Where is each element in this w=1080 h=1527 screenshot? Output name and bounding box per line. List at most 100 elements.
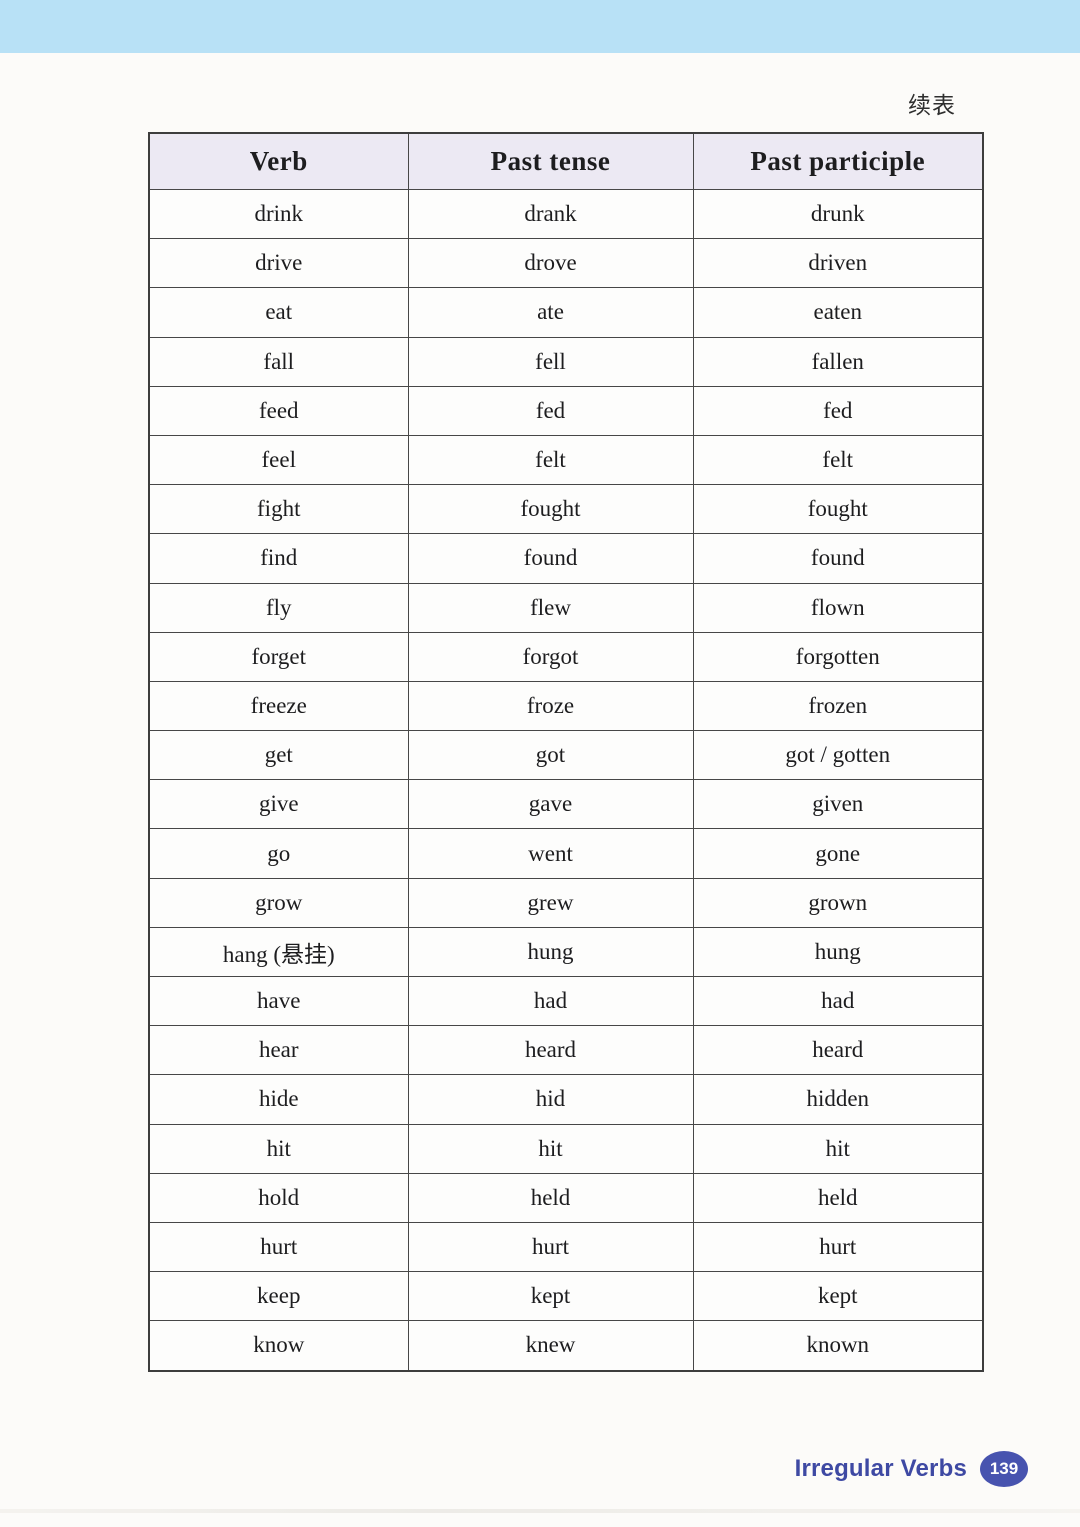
table-cell: found: [407, 533, 694, 584]
table-cell: got / gotten: [692, 730, 984, 781]
footer-title: Irregular Verbs: [794, 1455, 967, 1482]
table-row: hang (悬挂) hung hung: [148, 926, 984, 978]
table-cell: driven: [692, 238, 984, 289]
table-cell: hit: [692, 1123, 984, 1174]
irregular-verbs-table: Verb Past tense Past participle drink dra…: [148, 132, 984, 1372]
table-row: feel felt felt: [148, 434, 984, 486]
table-cell: drank: [407, 188, 694, 240]
table-cell: forget: [148, 631, 409, 682]
table-row: hold held held: [148, 1172, 984, 1223]
table-cell: frozen: [692, 680, 984, 732]
column-header-past-participle: Past participle: [692, 132, 984, 190]
table-cell: drunk: [692, 188, 984, 240]
table-row: forget forgot forgotten: [148, 631, 984, 682]
column-header-verb: Verb: [148, 132, 409, 190]
table-row: go went gone: [148, 828, 984, 879]
table-row: get got got / gotten: [148, 730, 984, 781]
table-row: fall fell fallen: [148, 336, 984, 387]
table-cell: ate: [407, 287, 694, 338]
table-row: know knew known: [148, 1320, 984, 1371]
table-cell: eat: [148, 287, 409, 338]
table-cell: keep: [148, 1271, 409, 1322]
table-cell: froze: [407, 680, 694, 732]
page-bottom-edge: [0, 1509, 1080, 1513]
table-cell: got: [407, 730, 694, 781]
table-row: hear heard heard: [148, 1025, 984, 1076]
table-row: drive drove driven: [148, 238, 984, 289]
table-cell: found: [692, 533, 984, 584]
table-cell: kept: [692, 1271, 984, 1322]
table-cell: feed: [148, 385, 409, 436]
table-cell: fell: [407, 336, 694, 387]
table-cell: gone: [692, 828, 984, 879]
table-cell: hung: [407, 926, 694, 978]
table-cell: felt: [692, 434, 984, 486]
table-cell: get: [148, 730, 409, 781]
table-cell: knew: [407, 1320, 694, 1371]
table-cell: grow: [148, 877, 409, 928]
footer: Irregular Verbs 139: [795, 1451, 1028, 1487]
table-row: hurt hurt hurt: [148, 1221, 984, 1273]
table-cell: fought: [692, 484, 984, 535]
table-cell: have: [148, 975, 409, 1027]
table-cell: hurt: [692, 1221, 984, 1273]
table-cell: hit: [148, 1123, 409, 1174]
table-cell: fly: [148, 582, 409, 633]
table-cell: held: [692, 1172, 984, 1223]
table-cell: had: [407, 975, 694, 1027]
table-cell: heard: [407, 1025, 694, 1076]
table-cell: hit: [407, 1123, 694, 1174]
table-cell: feel: [148, 434, 409, 486]
table-cell: fought: [407, 484, 694, 535]
table-cell: hurt: [407, 1221, 694, 1273]
column-header-past-tense: Past tense: [407, 132, 694, 190]
table-cell: heard: [692, 1025, 984, 1076]
table-row: hit hit hit: [148, 1123, 984, 1174]
table-cell: give: [148, 779, 409, 830]
table-cell: hidden: [692, 1074, 984, 1125]
table-row: feed fed fed: [148, 385, 984, 436]
table-cell: hurt: [148, 1221, 409, 1273]
table-cell: fed: [692, 385, 984, 436]
table-row: freeze froze frozen: [148, 680, 984, 732]
table-header: Verb Past tense Past participle: [148, 132, 984, 190]
table-body: drink drank drunk drive drove driven eat ate eat…: [148, 188, 984, 1371]
table-cell: went: [407, 828, 694, 879]
table-cell: held: [407, 1172, 694, 1223]
table-cell: hold: [148, 1172, 409, 1223]
table-cell: eaten: [692, 287, 984, 338]
table-cell: had: [692, 975, 984, 1027]
table-cell: go: [148, 828, 409, 879]
table-cell: fight: [148, 484, 409, 535]
table-cell: felt: [407, 434, 694, 486]
table-cell: hang (悬挂): [148, 926, 409, 978]
table-cell: kept: [407, 1271, 694, 1322]
table-row: grow grew grown: [148, 877, 984, 928]
table-cell: know: [148, 1320, 409, 1371]
table-cell: drink: [148, 188, 409, 240]
continued-table-label: 续表: [908, 92, 956, 118]
table-row: fly flew flown: [148, 582, 984, 633]
table-cell: hung: [692, 926, 984, 978]
table-cell: forgot: [407, 631, 694, 682]
table-cell: hear: [148, 1025, 409, 1076]
table-cell: grew: [407, 877, 694, 928]
table-cell: flew: [407, 582, 694, 633]
table-row: hide hid hidden: [148, 1074, 984, 1125]
table-cell: fall: [148, 336, 409, 387]
table-cell: known: [692, 1320, 984, 1371]
table-row: eat ate eaten: [148, 287, 984, 338]
table-cell: drove: [407, 238, 694, 289]
table-cell: hid: [407, 1074, 694, 1125]
table-row: fight fought fought: [148, 484, 984, 535]
table-cell: given: [692, 779, 984, 830]
table-row: keep kept kept: [148, 1271, 984, 1322]
table-cell: flown: [692, 582, 984, 633]
table-row: have had had: [148, 975, 984, 1027]
table-cell: hide: [148, 1074, 409, 1125]
table-row: drink drank drunk: [148, 188, 984, 240]
page-number-badge: 139: [980, 1451, 1028, 1487]
table-row: find found found: [148, 533, 984, 584]
top-banner: [0, 0, 1080, 53]
